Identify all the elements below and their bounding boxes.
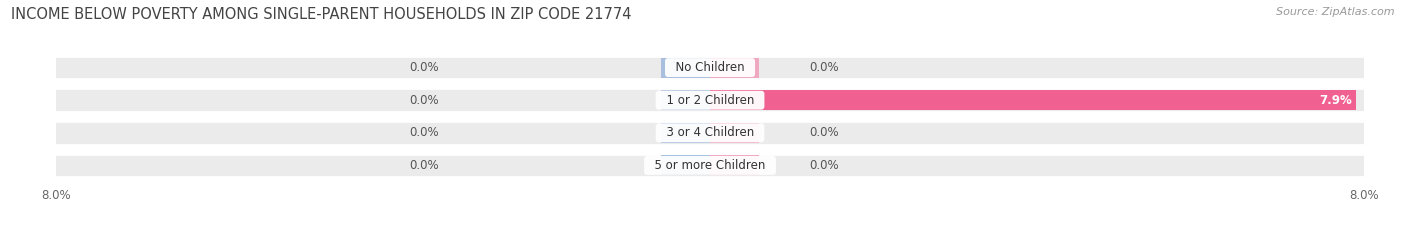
Text: No Children: No Children (668, 61, 752, 74)
Bar (710, 155, 759, 175)
Bar (710, 123, 759, 143)
Text: 0.0%: 0.0% (810, 159, 839, 172)
Bar (56, 121, 1364, 144)
Text: 0.0%: 0.0% (409, 159, 439, 172)
Bar (661, 58, 710, 78)
Bar (56, 56, 1364, 79)
Bar (710, 90, 1355, 110)
Text: 0.0%: 0.0% (409, 61, 439, 74)
Text: 1 or 2 Children: 1 or 2 Children (658, 94, 762, 107)
Text: 0.0%: 0.0% (409, 94, 439, 107)
Text: INCOME BELOW POVERTY AMONG SINGLE-PARENT HOUSEHOLDS IN ZIP CODE 21774: INCOME BELOW POVERTY AMONG SINGLE-PARENT… (11, 7, 631, 22)
Bar (661, 90, 710, 110)
Text: 7.9%: 7.9% (1319, 94, 1351, 107)
Text: 5 or more Children: 5 or more Children (647, 159, 773, 172)
Text: 0.0%: 0.0% (409, 126, 439, 139)
Bar (661, 123, 710, 143)
Text: 3 or 4 Children: 3 or 4 Children (658, 126, 762, 139)
Bar (56, 154, 1364, 177)
Bar (661, 155, 710, 175)
Bar (56, 89, 1364, 112)
Text: 0.0%: 0.0% (810, 61, 839, 74)
Bar (710, 58, 759, 78)
Text: 0.0%: 0.0% (810, 126, 839, 139)
Text: Source: ZipAtlas.com: Source: ZipAtlas.com (1277, 7, 1395, 17)
